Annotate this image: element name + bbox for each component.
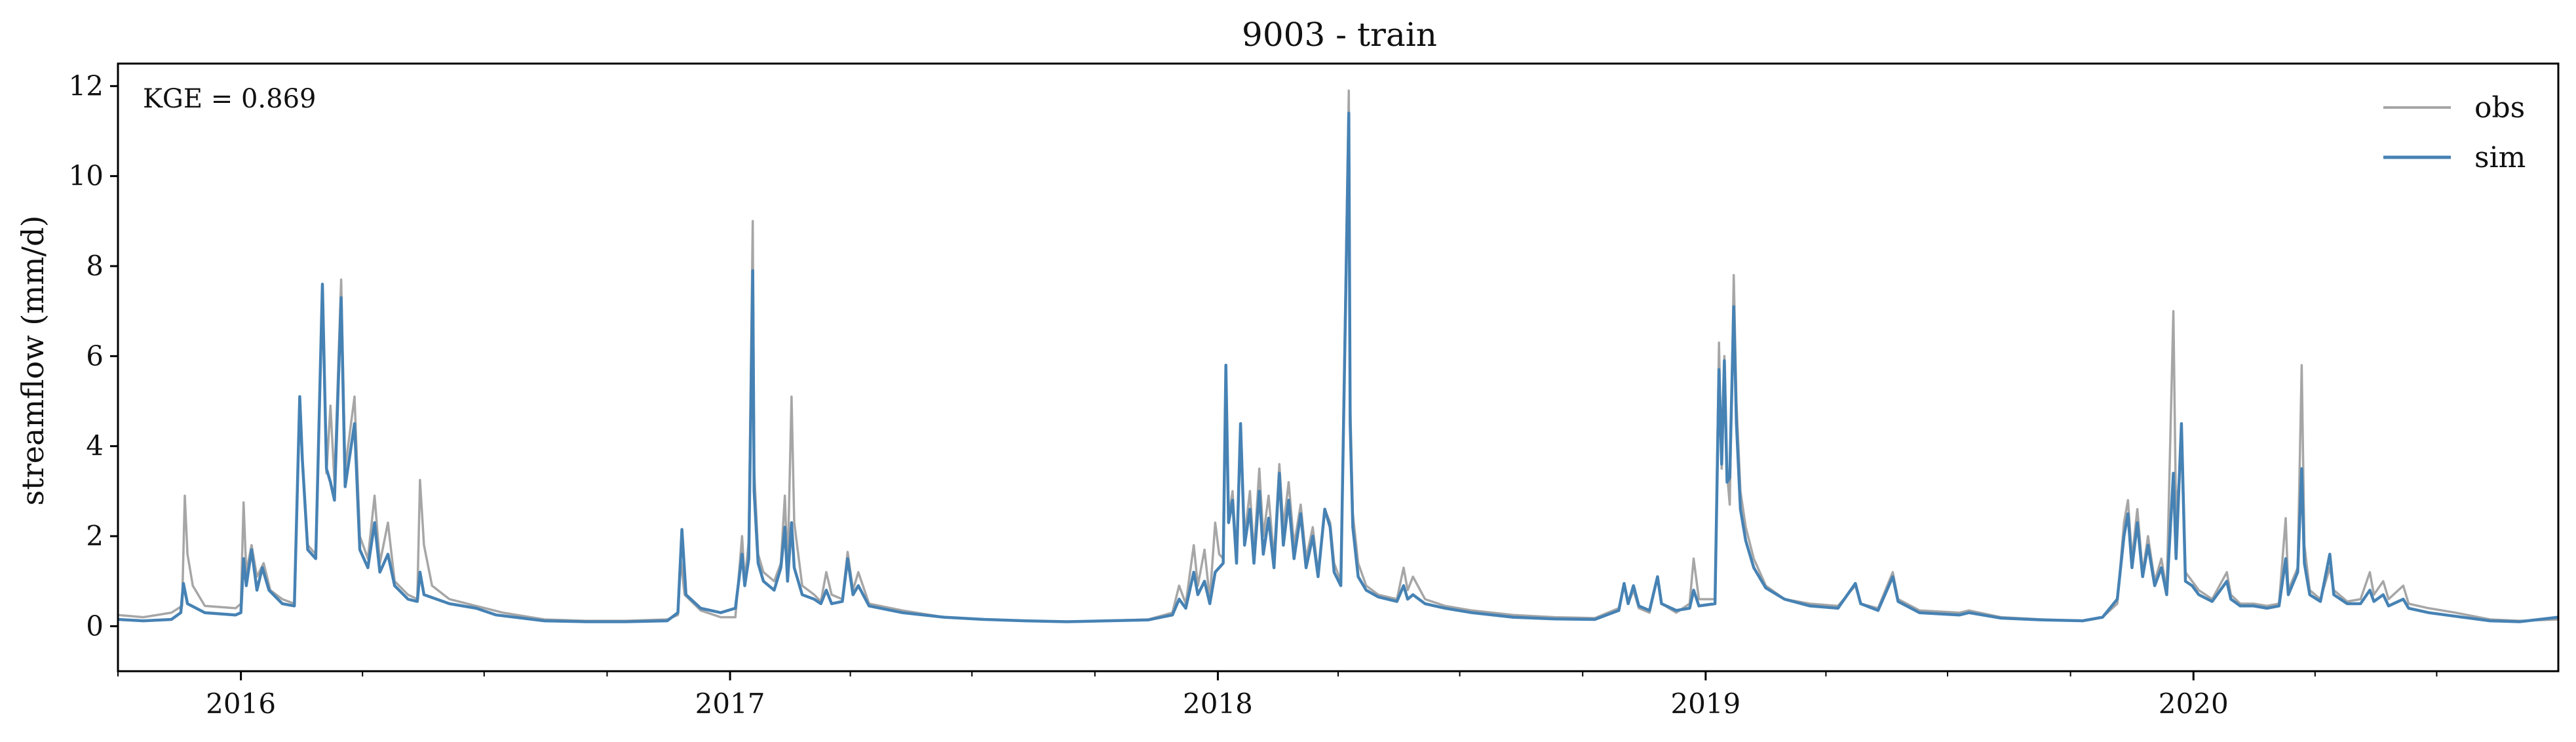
- y-tick-label: 12: [69, 69, 104, 102]
- legend-sim-label: sim: [2474, 141, 2526, 174]
- x-tick-label: 2016: [206, 688, 276, 720]
- series-layer: [118, 89, 2558, 623]
- x-axis: 2016 2017 2018 2019 2020: [117, 671, 2438, 720]
- series-line-sim: [118, 111, 2558, 623]
- chart-title: 9003 - train: [1242, 16, 1437, 54]
- x-tick-label: 2017: [695, 688, 765, 720]
- legend: obs sim: [2383, 91, 2526, 174]
- legend-obs-label: obs: [2474, 91, 2525, 125]
- y-tick-label: 8: [86, 250, 104, 282]
- y-axis: 0 2 4 6 8 10 12: [69, 69, 118, 642]
- y-tick-label: 4: [86, 430, 104, 462]
- y-tick-label: 6: [86, 340, 104, 372]
- x-tick-label: 2018: [1183, 688, 1253, 720]
- y-axis-label: streamflow (mm/d): [15, 216, 50, 506]
- x-tick-label: 2019: [1670, 688, 1740, 720]
- y-tick-label: 0: [86, 610, 104, 642]
- kge-annotation: KGE = 0.869: [143, 84, 317, 114]
- y-tick-label: 2: [86, 520, 104, 552]
- y-tick-label: 10: [69, 160, 104, 192]
- series-line-obs: [118, 89, 2558, 623]
- x-tick-label: 2020: [2159, 688, 2229, 720]
